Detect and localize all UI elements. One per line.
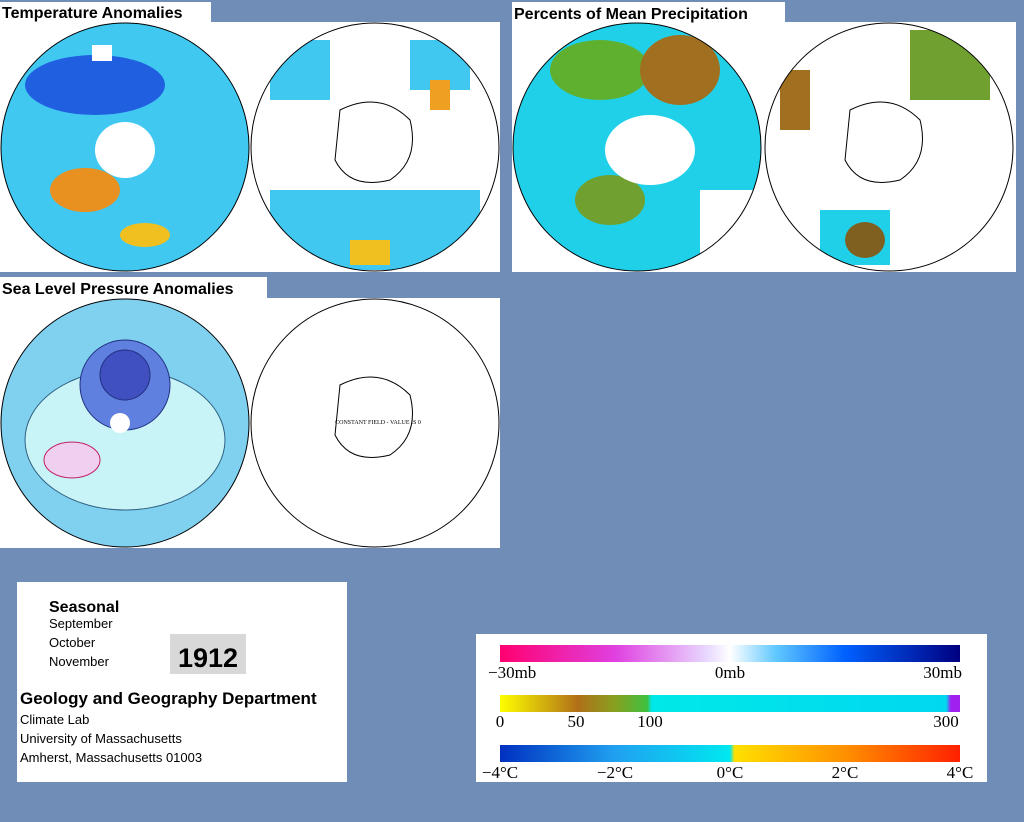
info-line: Climate Lab [20, 712, 89, 727]
legend-label: 4°C [947, 763, 974, 782]
month: November [49, 654, 110, 669]
coastline [334, 376, 413, 458]
precipitation-south [780, 30, 990, 265]
map-note: CONSTANT FIELD - VALUE IS 0 [335, 420, 421, 426]
title-bg [512, 2, 785, 24]
period: Seasonal [49, 599, 119, 616]
globe-outline [0, 22, 250, 272]
globe-outline [0, 298, 250, 548]
legend-label: 50 [568, 712, 585, 731]
legend-label: 0mb [715, 663, 745, 682]
legend-label: 2°C [832, 763, 859, 782]
legend-label: −30mb [488, 663, 536, 682]
globe-outline [250, 22, 500, 272]
legend-label: −4°C [482, 763, 518, 782]
globe-outline [764, 22, 1014, 272]
legend-label: 100 [637, 712, 663, 731]
globe-outline [250, 298, 500, 548]
month: October [49, 635, 96, 650]
panel-title: Temperature Anomalies [2, 5, 183, 22]
title-bg [0, 2, 211, 22]
pressure-colorbar [500, 645, 960, 662]
info-box [17, 582, 347, 782]
title-bg [0, 277, 267, 298]
temperature-north [1, 23, 249, 271]
month: September [49, 616, 113, 631]
legend-label: 300 [933, 712, 959, 731]
legend-label: 0 [496, 712, 505, 731]
year-bg [170, 634, 246, 674]
panel-title: Percents of Mean Precipitation [514, 6, 748, 23]
precipitation-colorbar [500, 695, 960, 712]
info-line: Amherst, Massachusetts 01003 [20, 750, 202, 765]
legend-label: 30mb [923, 663, 962, 682]
department: Geology and Geography Department [20, 689, 317, 708]
legend-label: −2°C [597, 763, 633, 782]
precipitation-north [513, 23, 761, 271]
temperature-colorbar [500, 745, 960, 762]
legend-label: 0°C [717, 763, 744, 782]
globe-outline [512, 22, 762, 272]
year: 1912 [178, 643, 238, 673]
info-line: University of Massachusetts [20, 731, 182, 746]
panel-title: Sea Level Pressure Anomalies [2, 281, 234, 298]
pressure-north [1, 299, 249, 547]
